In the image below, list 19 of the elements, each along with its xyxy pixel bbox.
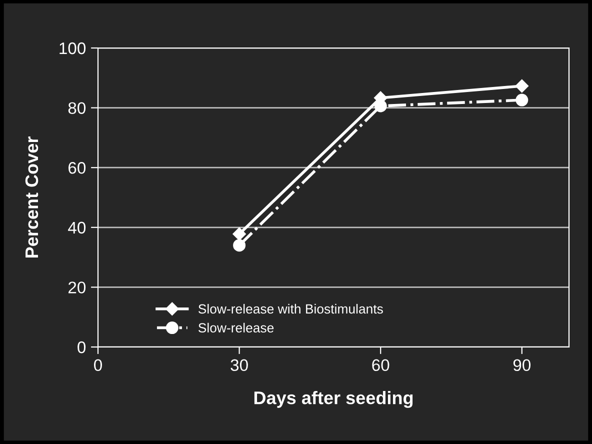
x-tick-label: 0	[94, 359, 102, 372]
point	[233, 239, 246, 252]
y-tick-label: 80	[68, 102, 86, 114]
y-tick-label: 20	[68, 282, 86, 294]
x-tick-label: 30	[230, 359, 248, 372]
y-tick-label: 100	[60, 42, 86, 54]
y-tick-label: 40	[68, 222, 86, 234]
legend-label: Slow-release	[198, 322, 274, 333]
x-axis-title: Days after seeding	[254, 391, 413, 408]
x-tick-label: 60	[372, 359, 390, 372]
point	[232, 227, 246, 241]
point	[374, 100, 387, 112]
point	[516, 94, 528, 106]
point	[515, 79, 528, 93]
y-tick-label: 0	[78, 341, 86, 354]
legend-label: Slow-release with Biostimulants	[198, 304, 383, 314]
y-axis-title: Percent Cover	[25, 136, 38, 258]
x-tick-label: 90	[513, 359, 531, 372]
y-tick-label: 60	[68, 162, 86, 174]
